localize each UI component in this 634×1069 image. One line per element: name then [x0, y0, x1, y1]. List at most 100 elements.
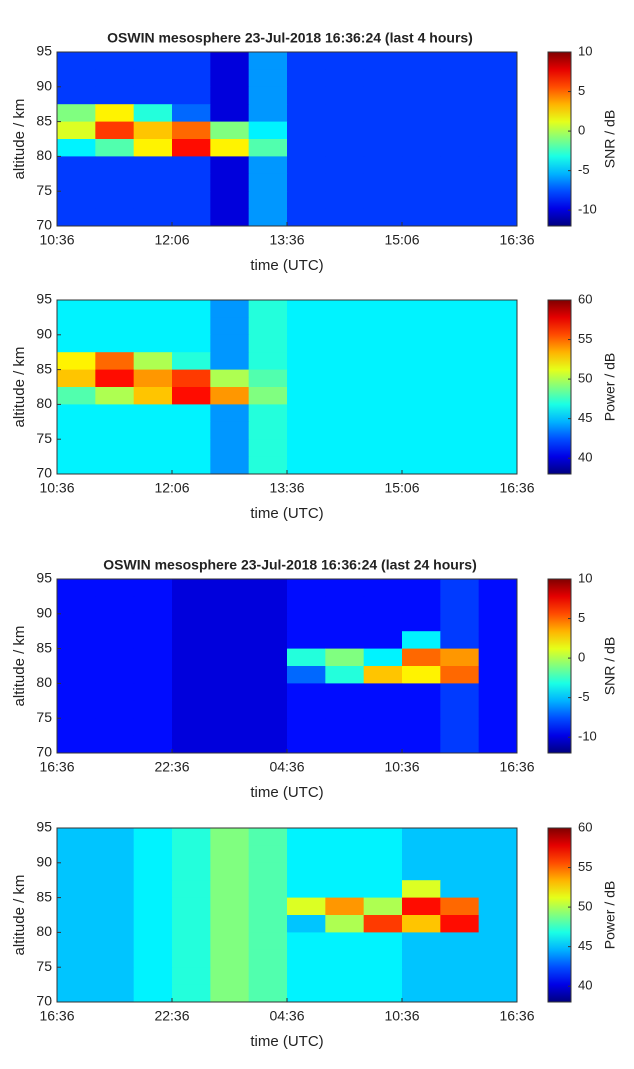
heatmap-cell	[57, 700, 96, 719]
y-tick-label: 85	[36, 360, 52, 376]
heatmap-cell	[133, 828, 173, 846]
heatmap-cell	[95, 69, 135, 88]
heatmap-cell	[287, 456, 326, 475]
y-axis-label: altitude / km	[11, 347, 28, 428]
heatmap-cell	[172, 897, 211, 916]
heatmap-cell	[287, 121, 326, 140]
heatmap-cell	[440, 596, 480, 615]
heatmap-cell	[363, 369, 403, 388]
heatmap-cell	[133, 456, 173, 475]
heatmap-cell	[363, 156, 403, 175]
heatmap-cell	[95, 334, 135, 353]
heatmap-cell	[402, 631, 441, 650]
heatmap-cell	[172, 317, 211, 336]
heatmap-cell	[402, 86, 441, 105]
heatmap-cell	[325, 735, 365, 754]
y-tick-label: 80	[36, 395, 52, 411]
heatmap-cell	[440, 915, 480, 933]
heatmap-cell	[172, 631, 211, 650]
heatmap-cell	[478, 718, 518, 737]
heatmap-cell	[287, 334, 326, 353]
heatmap-cell	[172, 387, 211, 405]
heatmap-cell	[440, 334, 480, 353]
heatmap-cell	[287, 666, 326, 684]
heatmap-cell	[363, 579, 403, 597]
heatmap-cell	[248, 648, 288, 667]
heatmap-cell	[402, 862, 441, 881]
heatmap-cell	[478, 369, 518, 388]
heatmap-cell	[440, 613, 480, 632]
heatmap-cell	[210, 156, 250, 175]
heatmap-cell	[248, 369, 288, 388]
colorbar-tick-label: 0	[578, 123, 585, 138]
heatmap-cell	[95, 596, 135, 615]
heatmap-cell	[325, 317, 365, 336]
heatmap-cell	[363, 191, 403, 210]
heatmap-cell	[57, 191, 96, 210]
heatmap-cell	[172, 191, 211, 210]
heatmap-cell	[172, 421, 211, 440]
heatmap-cell	[172, 69, 211, 88]
x-tick-label: 13:36	[269, 232, 304, 248]
heatmap-cell	[210, 718, 250, 737]
heatmap-cell	[95, 915, 135, 933]
heatmap-cell	[57, 139, 96, 157]
heatmap-cell	[248, 404, 288, 423]
heatmap-cell	[325, 456, 365, 475]
heatmap-cell	[172, 352, 211, 371]
heatmap-cell	[363, 456, 403, 475]
heatmap-cell	[478, 613, 518, 632]
heatmap-cell	[95, 700, 135, 719]
heatmap-cell	[133, 334, 173, 353]
heatmap-cell	[363, 439, 403, 458]
heatmap-cell	[95, 404, 135, 423]
heatmap-cell	[57, 404, 96, 423]
heatmap-cell	[325, 387, 365, 405]
heatmap-cell	[363, 932, 403, 951]
heatmap-cell	[57, 208, 96, 227]
heatmap-cell	[440, 456, 480, 475]
heatmap-cell	[248, 897, 288, 916]
heatmap-cell	[478, 683, 518, 702]
heatmap-cell	[402, 208, 441, 227]
heatmap-cell	[440, 880, 480, 899]
heatmap-cell	[248, 86, 288, 105]
heatmap-cell	[325, 648, 365, 667]
heatmap-cell	[325, 439, 365, 458]
heatmap-cell	[402, 121, 441, 140]
heatmap-cell	[287, 52, 326, 70]
heatmap-cell	[95, 139, 135, 157]
x-tick-label: 22:36	[154, 759, 189, 775]
heatmap-cell	[325, 173, 365, 192]
heatmap-cell	[402, 949, 441, 968]
heatmap-cell	[95, 387, 135, 405]
colorbar-tick-label: 60	[578, 291, 592, 306]
colorbar-tick-label: 40	[578, 450, 592, 465]
heatmap-cell	[210, 69, 250, 88]
x-tick-label: 04:36	[269, 759, 304, 775]
heatmap-cell	[440, 52, 480, 70]
heatmap-cell	[133, 387, 173, 405]
colorbar-label: Power / dB	[602, 353, 618, 421]
heatmap-cell	[363, 631, 403, 650]
y-tick-label: 85	[36, 112, 52, 128]
heatmap-cell	[133, 69, 173, 88]
heatmap-cell	[133, 596, 173, 615]
heatmap-cell	[172, 596, 211, 615]
heatmap-cell	[210, 828, 250, 846]
heatmap-cell	[210, 897, 250, 916]
heatmap-cell	[440, 683, 480, 702]
x-tick-label: 16:36	[499, 232, 534, 248]
colorbar	[547, 827, 572, 1003]
heatmap-cell	[95, 949, 135, 968]
heatmap-cell	[325, 69, 365, 88]
heatmap-cell	[478, 421, 518, 440]
heatmap-cell	[440, 700, 480, 719]
heatmap-cell	[57, 369, 96, 388]
heatmap-cell	[248, 683, 288, 702]
heatmap-cell	[133, 104, 173, 123]
heatmap-cell	[248, 845, 288, 864]
colorbar-label: SNR / dB	[602, 637, 618, 695]
heatmap-cell	[210, 421, 250, 440]
heatmap-cell	[133, 648, 173, 667]
